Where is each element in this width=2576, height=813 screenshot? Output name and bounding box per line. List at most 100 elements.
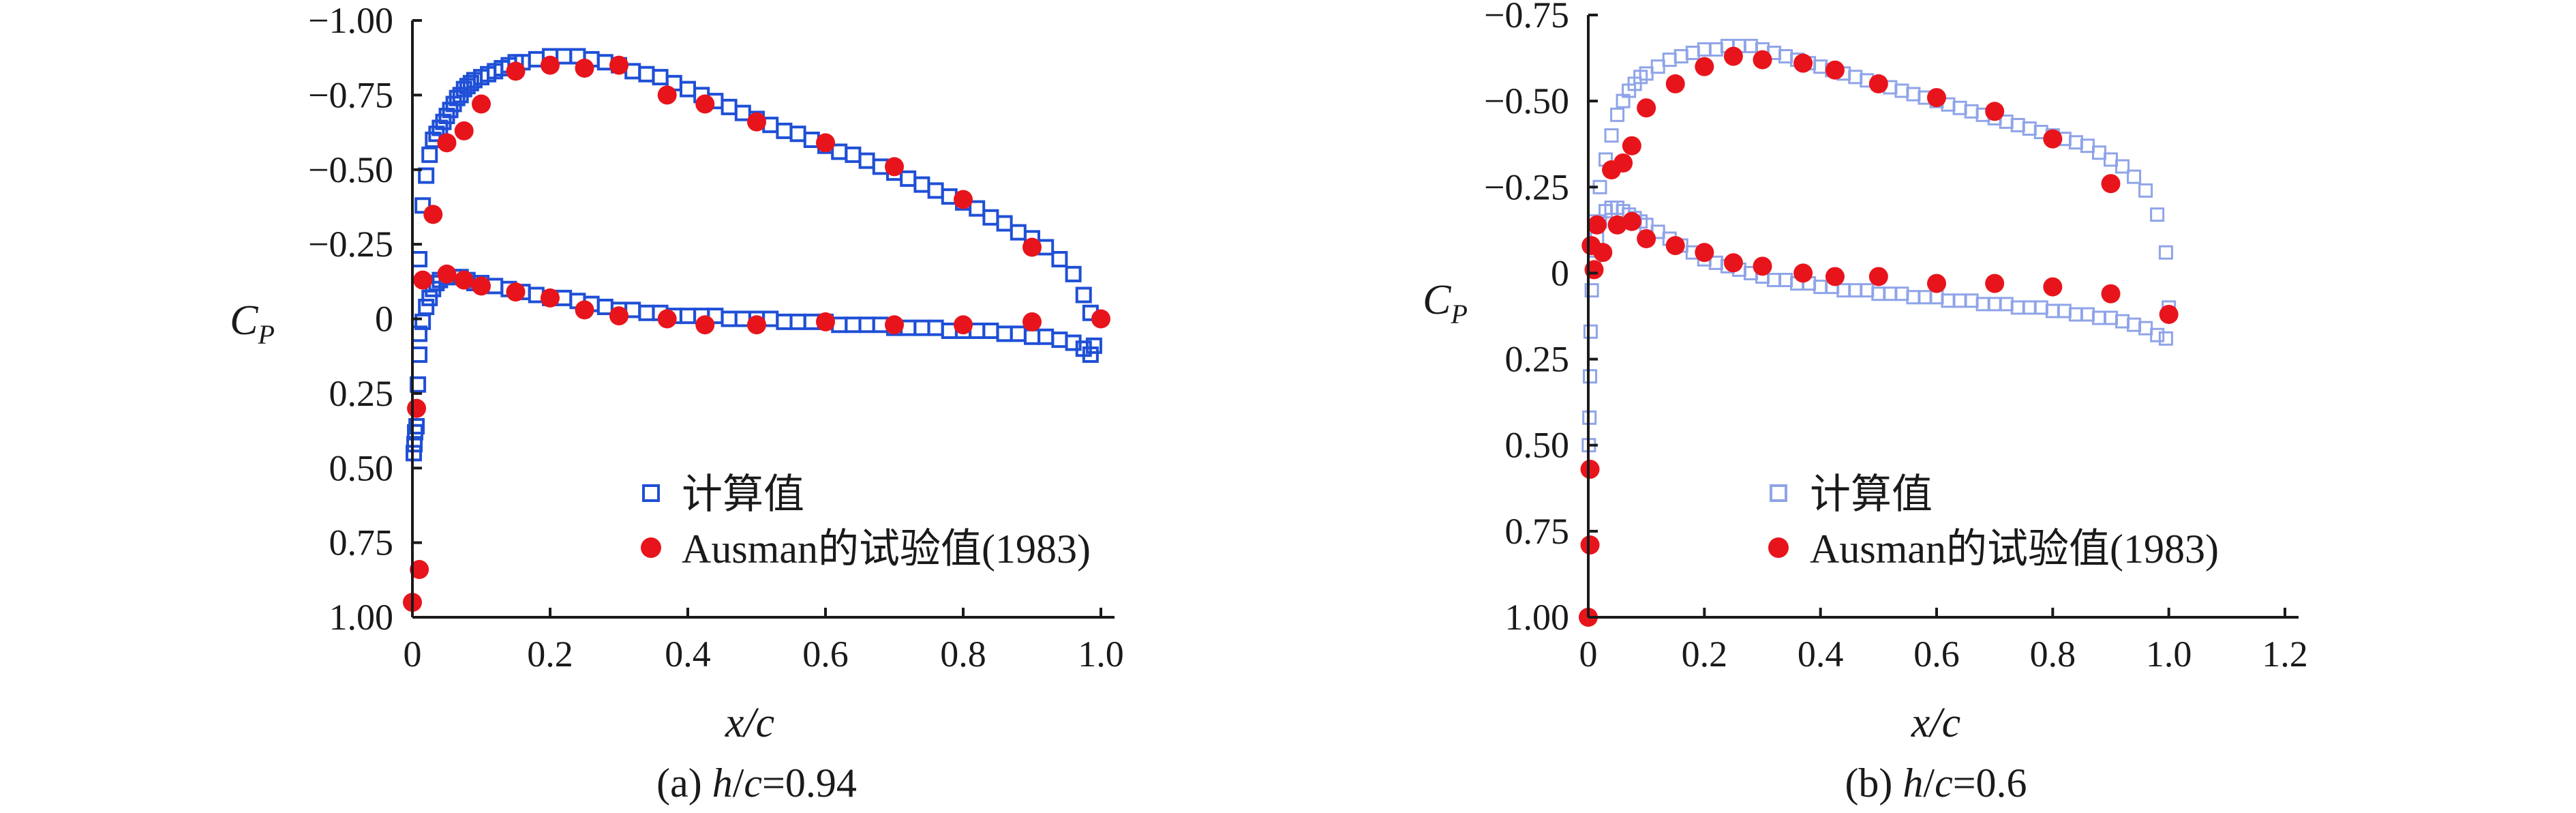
computed-point [2115,314,2130,329]
computed-point [721,310,738,327]
computed-point [2150,207,2165,222]
computed-point [1999,297,2014,312]
computed-point [2057,304,2072,319]
panel-a-y-tick-label: 0.75 [329,522,394,563]
panel-a-y-tick-label: 0.25 [329,373,394,414]
computed-point [2022,121,2037,136]
experimental-point [575,300,594,320]
computed-point [2104,310,2118,325]
computed-point [680,80,696,98]
experimental-point [1825,60,1845,80]
panel-b-x-tick-label: 0.2 [1682,634,1728,675]
panel-b-legend-experimental-label: Ausman的试验值(1983) [1810,527,2219,572]
panel-b-y-tick-label: 0 [1551,252,1569,293]
computed-point [2127,169,2142,184]
computed-point [406,445,423,462]
computed-point [913,319,930,336]
computed-point [2138,321,2153,336]
panel-b-data-marks [1579,38,2179,627]
computed-point [1778,49,1793,64]
computed-point [406,436,423,453]
experimental-point [1868,267,1888,286]
computed-point [2080,138,2095,153]
experimental-point [437,133,457,153]
computed-point [1906,290,1921,305]
experimental-point [1022,237,1042,257]
panel-a-data-marks [403,48,1110,612]
computed-point [411,346,428,363]
experimental-point [1637,98,1656,118]
computed-point [2068,307,2083,322]
panel-b-legend-computed-marker [1770,484,1787,502]
computed-point [2127,317,2142,332]
computed-point [1085,337,1102,354]
computed-point [638,65,655,83]
panel-a-y-axis-title: CP [230,297,275,350]
computed-point [421,146,438,163]
computed-point [1883,286,1898,301]
computed-point [1836,283,1851,298]
experimental-point [2101,174,2121,194]
computed-point [1941,293,1956,308]
computed-point [1610,107,1625,122]
computed-point [858,316,875,334]
panel-a-series-computed [406,48,1102,462]
experimental-point [1793,53,1813,73]
panel-a-y-tick-label: 1.00 [329,597,394,638]
computed-point [1037,328,1055,345]
computed-point [2158,331,2173,346]
panel-b-y-tick-label: 0.75 [1505,511,1570,552]
experimental-point [410,560,429,579]
panel-b-x-tick-label: 0 [1579,634,1598,675]
experimental-point [609,306,628,326]
computed-point [996,215,1013,232]
panel-b-y-tick-label: 0.25 [1505,339,1570,380]
computed-point [1024,328,1040,345]
computed-point [776,313,793,330]
experimental-point [747,112,766,132]
experimental-point [695,94,715,114]
computed-point [2010,117,2025,132]
computed-point [1813,280,1828,295]
computed-point [2115,159,2130,174]
experimental-point [1637,228,1656,248]
computed-point [845,316,862,334]
panel-b-caption: (b) h/c=0.6 [1845,760,2027,805]
experimental-point [407,398,427,418]
computed-point [721,98,738,115]
computed-point [1975,297,1990,312]
computed-point [2158,245,2173,260]
panel-a-y-tick-label: −0.75 [308,74,393,115]
computed-point [1650,59,1665,74]
experimental-point [437,264,457,284]
computed-point [1894,83,1909,98]
experimental-point [1580,460,1600,479]
computed-point [2068,135,2083,150]
experimental-point [2159,304,2179,324]
panel-a-x-tick-label: 0.8 [940,634,986,675]
computed-point [845,146,862,163]
computed-point [831,143,848,160]
computed-point [2080,307,2095,322]
panel-b-x-tick-label: 0.6 [1913,634,1960,675]
experimental-point [747,315,766,335]
computed-point [2045,304,2060,319]
computed-point [408,418,425,434]
experimental-point [2043,129,2063,149]
experimental-point [1587,215,1607,235]
computed-point [2091,145,2106,160]
panel-b-x-tick-label: 1.2 [2262,634,2308,675]
panel-b-y-tick-label: −0.25 [1484,166,1569,207]
computed-point [1673,49,1688,64]
computed-point [900,170,917,187]
panel-b-y-tick-label: 0.50 [1505,425,1570,466]
experimental-point [1927,274,1946,293]
panel-a-x-tick-label: 0.6 [802,634,849,675]
computed-point [1743,38,1758,53]
panel-a-x-tick-label: 0.2 [527,634,573,675]
experimental-point [413,270,433,290]
computed-point [1952,293,1967,308]
